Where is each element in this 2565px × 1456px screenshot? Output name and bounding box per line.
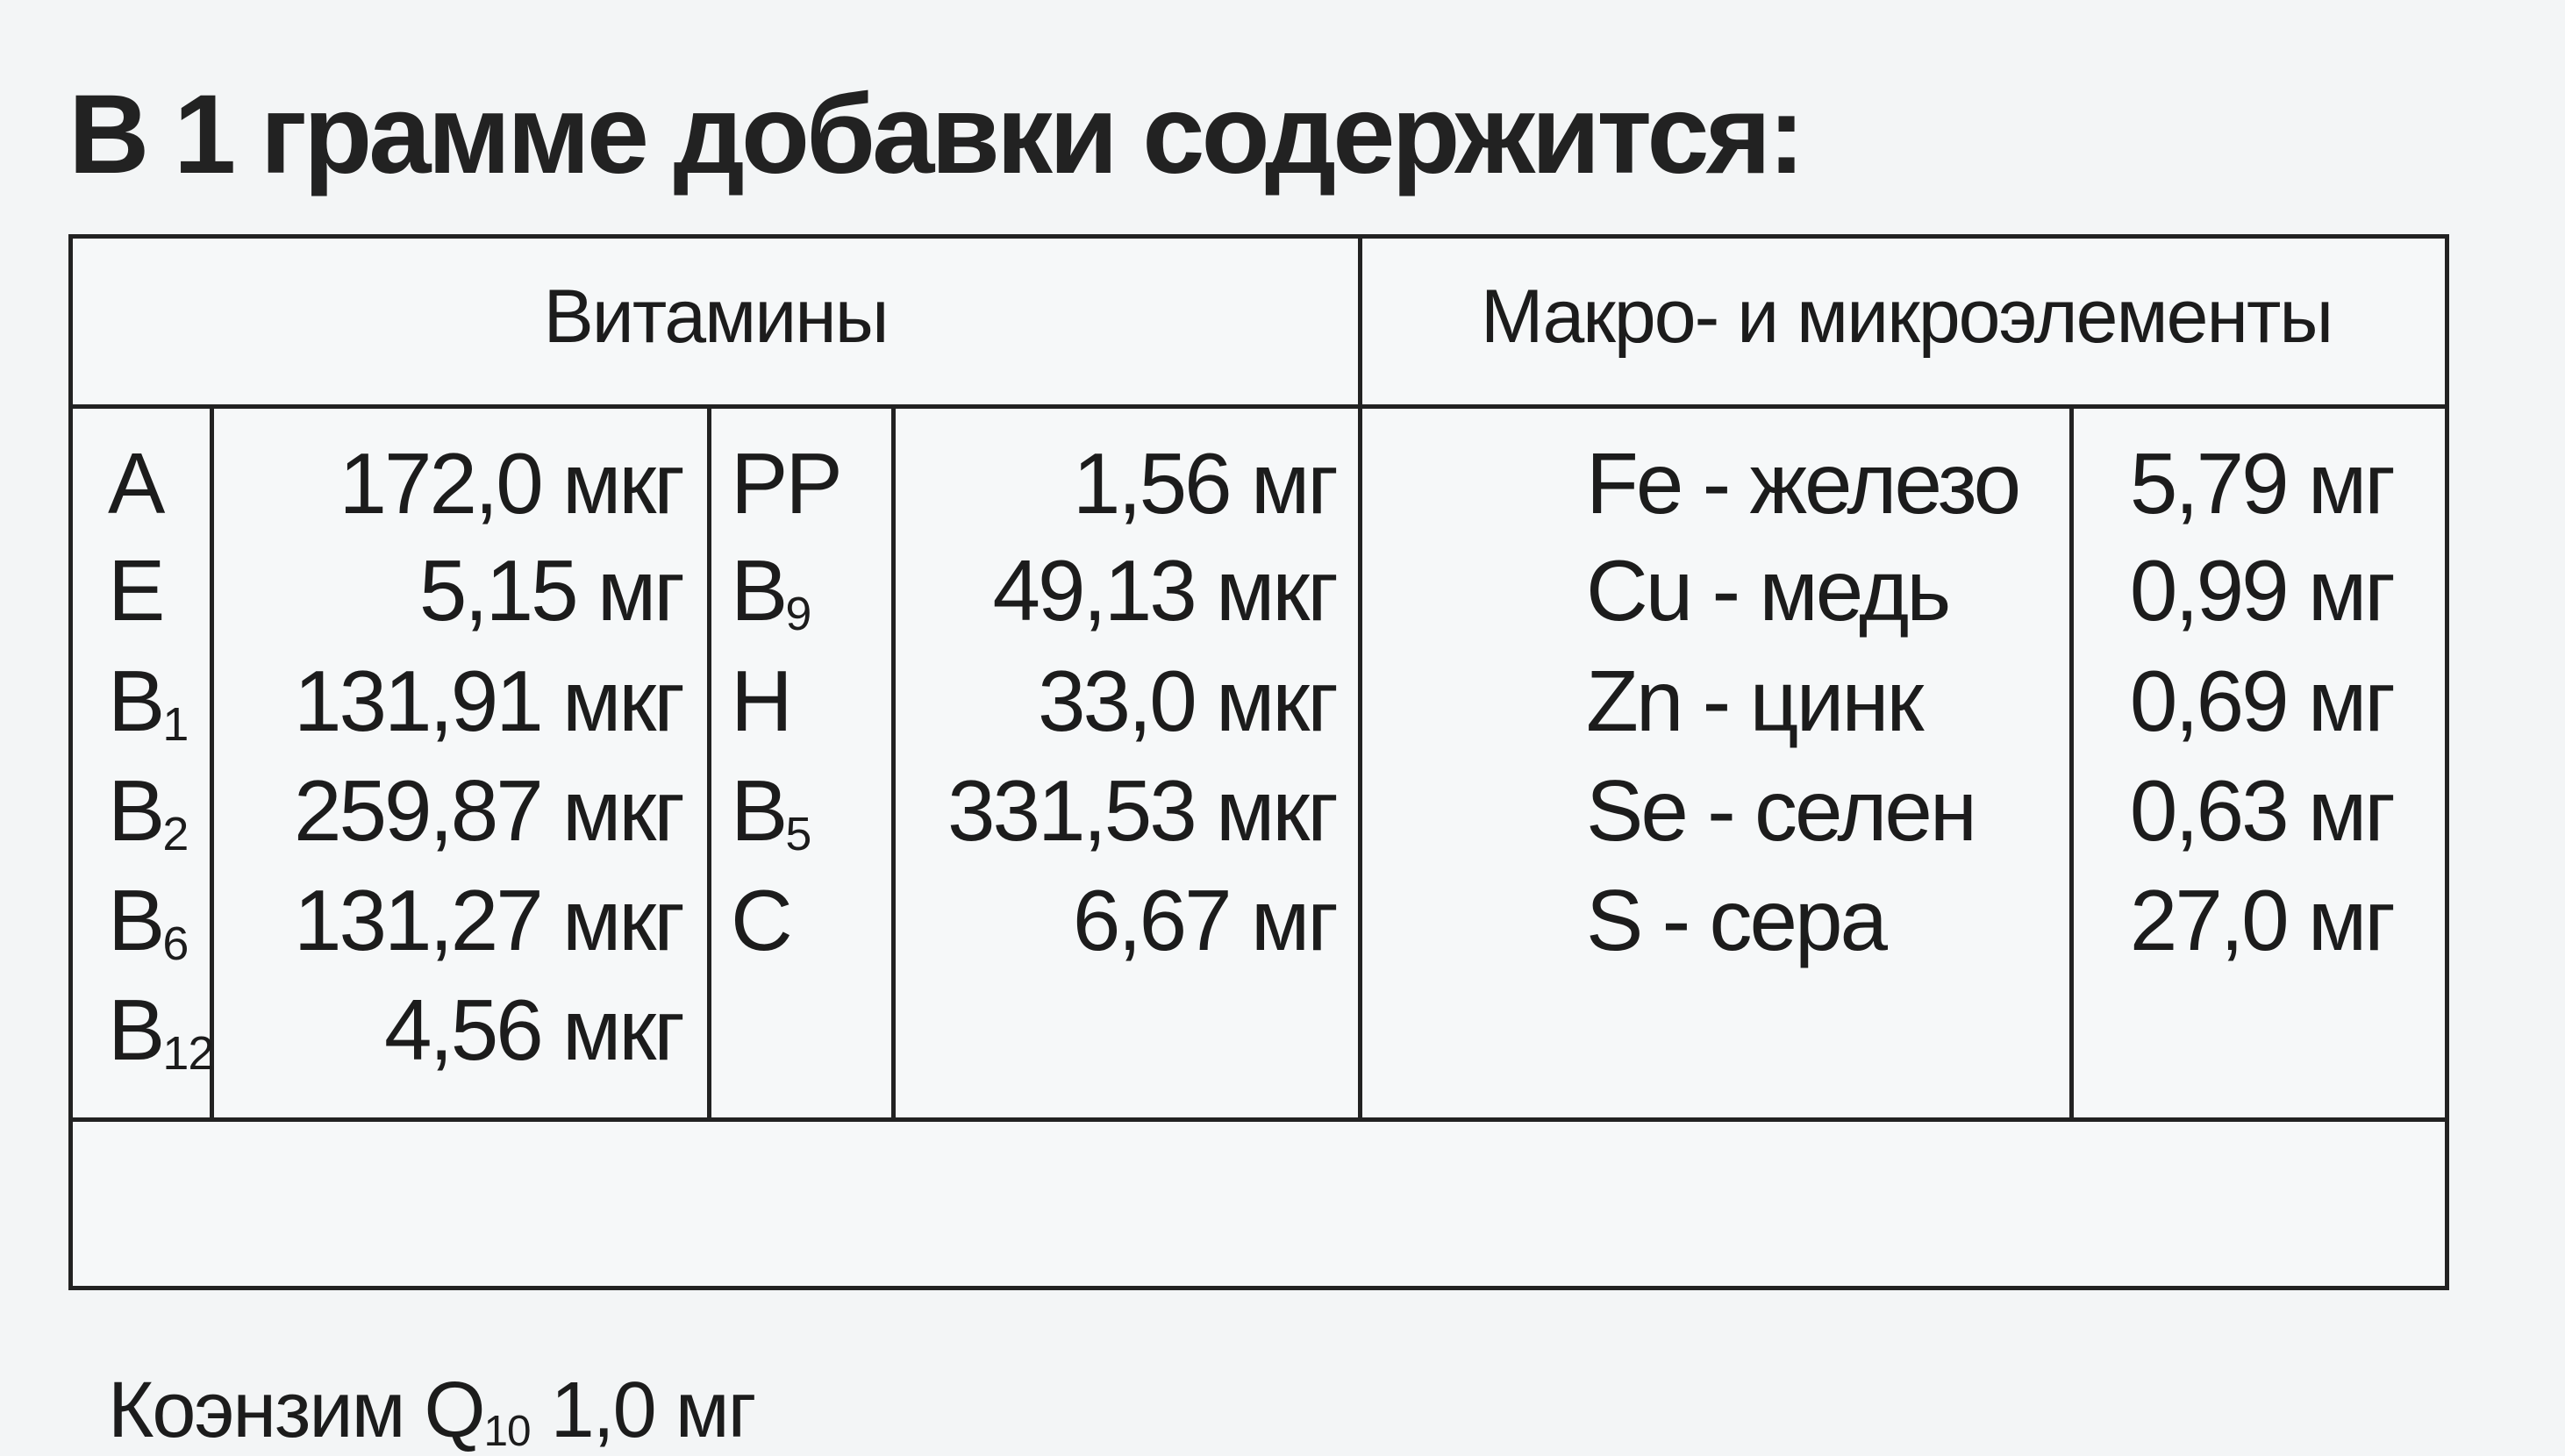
vitamin-name-text: H <box>731 653 793 749</box>
vitamin-name: B9 <box>731 547 811 639</box>
vitamin-value: 6,67 мг <box>897 877 1339 963</box>
mineral-value-text: 5,79 мг <box>2129 435 2396 532</box>
vitamin-name: PP <box>731 440 843 526</box>
mineral-name-text: Se - селен <box>1586 762 1977 859</box>
vitamin-value-text: 5,15 мг <box>418 542 685 639</box>
vitamin-name: B6 <box>108 877 189 970</box>
vitamin-value-text: 259,87 мкг <box>294 762 685 859</box>
minerals-header: Макро- и микроэлементы <box>1480 275 2333 359</box>
mineral-name-text: Fe - железо <box>1586 435 2021 532</box>
vitamin-value-text: 131,27 мкг <box>294 872 685 968</box>
nutrition-table: Витамины Макро- и микроэлементы A 172,0 м… <box>68 234 2449 1455</box>
vitamin-name: B5 <box>731 767 811 859</box>
mineral-value-text: 0,69 мг <box>2129 653 2396 749</box>
vitamin-value: 331,53 мкг <box>897 767 1339 853</box>
vitamin-name: A <box>108 440 165 526</box>
divider <box>2069 404 2074 1119</box>
mineral-value: 0,63 мг <box>2073 767 2396 853</box>
vitamin-name: B12 <box>108 987 214 1080</box>
mineral-name-text: S - сера <box>1586 872 1888 968</box>
vitamin-name: B1 <box>108 658 189 751</box>
mineral-value-text: 27,0 мг <box>2129 872 2396 968</box>
divider <box>1358 239 1362 1121</box>
coenzyme-value: 1,0 мг <box>530 1367 757 1454</box>
vitamin-name-text: C <box>731 872 793 968</box>
vitamin-name: H <box>731 658 793 744</box>
vitamin-name: C <box>731 877 793 963</box>
vitamin-value: 131,91 мкг <box>213 658 685 744</box>
vitamin-name-subscript: 6 <box>162 917 189 970</box>
divider <box>210 404 214 1119</box>
vitamin-name-text: B <box>108 653 165 749</box>
vitamin-name: E <box>108 547 165 633</box>
vitamin-name-subscript: 9 <box>785 587 811 640</box>
mineral-value: 0,99 мг <box>2073 547 2396 633</box>
vitamin-name-text: A <box>108 435 165 532</box>
vitamin-value: 259,87 мкг <box>213 767 685 853</box>
vitamin-value: 172,0 мкг <box>213 440 685 526</box>
page-title: В 1 грамме добавки содержится: <box>68 72 1805 197</box>
mineral-value: 0,69 мг <box>2073 658 2396 744</box>
coenzyme-label: Коэнзим Q <box>108 1367 486 1454</box>
vitamin-name-subscript: 1 <box>162 697 189 751</box>
divider <box>891 404 896 1119</box>
mineral-name: Cu - медь <box>1586 547 1951 633</box>
vitamin-value: 5,15 мг <box>213 547 685 633</box>
mineral-name: Fe - железо <box>1586 440 2021 526</box>
mineral-name-text: Cu - медь <box>1586 542 1951 639</box>
vitamins-header: Витамины <box>543 275 889 359</box>
vitamin-value: 49,13 мкг <box>897 547 1339 633</box>
vitamin-value: 1,56 мг <box>897 440 1339 526</box>
vitamin-value-text: 131,91 мкг <box>294 653 685 749</box>
vitamin-value-text: 4,56 мкг <box>384 981 685 1078</box>
vitamin-name-text: B <box>731 542 788 639</box>
coenzyme-sub: 10 <box>483 1406 532 1455</box>
vitamin-name-subscript: 2 <box>162 807 189 860</box>
vitamin-name-text: B <box>731 762 788 859</box>
mineral-value: 5,79 мг <box>2073 440 2396 526</box>
vitamin-value: 131,27 мкг <box>213 877 685 963</box>
mineral-value-text: 0,99 мг <box>2129 542 2396 639</box>
vitamin-name-text: PP <box>731 435 843 532</box>
vitamin-name-subscript: 12 <box>162 1026 214 1080</box>
vitamin-value-text: 33,0 мкг <box>1038 653 1339 749</box>
divider <box>73 404 2445 409</box>
coenzyme-note: Коэнзим Q10 1,0 мг <box>108 1366 757 1456</box>
vitamin-value: 33,0 мкг <box>897 658 1339 744</box>
vitamin-name-text: B <box>108 981 165 1078</box>
mineral-value: 27,0 мг <box>2073 877 2396 963</box>
vitamin-value-text: 49,13 мкг <box>992 542 1339 639</box>
vitamin-value-text: 1,56 мг <box>1072 435 1339 532</box>
vitamin-value: 4,56 мкг <box>213 987 685 1073</box>
vitamin-name-text: B <box>108 762 165 859</box>
vitamin-value-text: 172,0 мкг <box>339 435 685 532</box>
vitamin-name-text: E <box>108 542 165 639</box>
mineral-value-text: 0,63 мг <box>2129 762 2396 859</box>
mineral-name: Se - селен <box>1586 767 1977 853</box>
mineral-name: S - сера <box>1586 877 1888 963</box>
divider <box>707 404 711 1119</box>
vitamin-name-text: B <box>108 872 165 968</box>
vitamin-value-text: 6,67 мг <box>1072 872 1339 968</box>
mineral-name: Zn - цинк <box>1586 658 1924 744</box>
mineral-name-text: Zn - цинк <box>1586 653 1924 749</box>
vitamin-name-subscript: 5 <box>785 807 811 860</box>
divider <box>73 1117 2445 1122</box>
vitamin-value-text: 331,53 мкг <box>947 762 1339 859</box>
vitamin-name: B2 <box>108 767 189 860</box>
